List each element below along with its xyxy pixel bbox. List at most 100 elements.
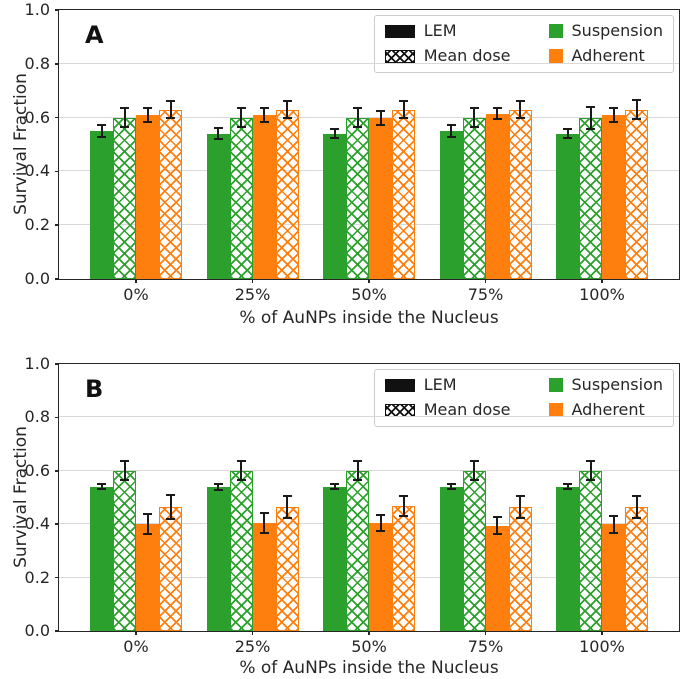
x-tick-label: 75% [467, 285, 504, 304]
error-bar [632, 494, 641, 519]
bar-meandose-suspension [229, 470, 253, 631]
bar-lem-suspension [90, 131, 113, 279]
x-tick-mark [484, 631, 487, 635]
legend-label-adherent: Adherent [571, 399, 645, 419]
y-axis-label: Survival Fraction [11, 426, 31, 568]
x-tick-label: 0% [123, 637, 149, 656]
legend-column-style: LEM Mean dose [384, 21, 511, 67]
error-bar [259, 106, 269, 123]
bar-lem-adherent [602, 524, 625, 631]
bar-lem-adherent [136, 524, 159, 631]
error-bar [330, 483, 339, 491]
y-tick-label: 0.0 [24, 269, 50, 288]
bar-lem-adherent [485, 525, 509, 631]
bar-lem-suspension [323, 133, 346, 279]
error-bar [515, 494, 525, 519]
y-tick-label: 0.0 [24, 621, 50, 640]
bar-lem-adherent [602, 114, 625, 279]
y-tick-label: 0.2 [24, 567, 50, 587]
legend-item-mean-dose: Mean dose [384, 399, 511, 421]
legend-item-adherent: Adherent [548, 399, 663, 421]
error-bar [282, 100, 292, 119]
bar-meandose-adherent [275, 109, 299, 279]
y-tick-label: 1.0 [24, 354, 50, 373]
bar-lem-suspension [90, 486, 113, 631]
panel-B: Survival Fraction B LEM Mean dose [0, 340, 685, 679]
y-tick-label: 0.8 [24, 407, 50, 427]
y-tick-mark [55, 9, 59, 11]
mean-dose-hatched-swatch-icon [384, 49, 415, 63]
y-tick-label: 0.6 [24, 460, 50, 480]
bar-lem-suspension [439, 486, 463, 631]
gridline [59, 116, 679, 118]
bar-group-75% [439, 364, 532, 631]
x-tick-mark [135, 279, 137, 283]
error-bar [236, 460, 246, 482]
error-bar [143, 106, 152, 123]
bar-group-75% [439, 10, 532, 279]
error-bar [376, 513, 385, 533]
bar-meandose-adherent [275, 506, 299, 631]
x-tick-label: 50% [351, 285, 387, 304]
bar-lem-adherent [369, 522, 392, 631]
y-tick-mark [55, 576, 59, 579]
y-tick-mark [55, 116, 59, 119]
legend-item-lem: LEM [384, 375, 511, 396]
y-tick-label: 0.2 [24, 215, 50, 235]
legend-column-condition: Suspension Adherent [548, 375, 663, 421]
legend-label-lem: LEM [423, 21, 457, 40]
panel-A: Survival Fraction A LEM Mean dose [11, 2, 680, 328]
legend-label-suspension: Suspension [571, 375, 663, 394]
y-tick-label: 0.4 [24, 514, 50, 534]
adherent-orange-swatch-icon [548, 49, 563, 64]
y-tick-mark [55, 170, 59, 173]
error-bar [143, 513, 152, 536]
error-bar [97, 124, 106, 138]
bar-lem-suspension [556, 486, 579, 631]
error-bar [469, 460, 479, 482]
error-bar [563, 128, 572, 140]
bar-lem-suspension [206, 486, 230, 631]
bar-lem-adherent [485, 113, 509, 279]
bar-lem-adherent [136, 114, 159, 279]
legend-label-mean-dose: Mean dose [423, 399, 511, 419]
bar-meandose-suspension [346, 470, 369, 631]
legend-label-adherent: Adherent [571, 45, 645, 65]
suspension-green-swatch-icon [548, 378, 563, 393]
plot-area-B: B LEM Mean dose Suspension [25, 356, 680, 655]
bar-lem-suspension [323, 486, 346, 631]
error-bar [446, 124, 456, 138]
error-bar [213, 482, 223, 491]
bar-meandose-suspension [229, 117, 253, 279]
y-tick-mark [55, 416, 59, 419]
bar-meandose-adherent [159, 506, 182, 631]
plot-area-A: A LEM Mean dose Suspension [25, 2, 680, 303]
error-bar [330, 128, 339, 140]
lem-solid-swatch-icon [384, 24, 415, 38]
x-tick-mark [251, 279, 254, 283]
error-bar [586, 460, 595, 482]
bar-meandose-adherent [392, 506, 415, 631]
legend-item-lem: LEM [384, 21, 511, 42]
panel-letter-A: A [85, 21, 104, 49]
bar-meandose-adherent [508, 506, 532, 631]
bar-meandose-suspension [113, 470, 136, 631]
x-tick-label: 0% [123, 285, 149, 304]
x-tick-mark [484, 279, 487, 283]
bar-meandose-suspension [462, 117, 486, 279]
x-tick-mark [251, 631, 254, 635]
error-bar [259, 512, 269, 534]
bar-lem-suspension [439, 131, 463, 279]
x-tick-label: 25% [234, 637, 271, 656]
gridline [59, 416, 679, 418]
bar-meandose-suspension [579, 470, 602, 631]
error-bar [492, 106, 502, 121]
x-tick-mark [368, 279, 370, 283]
legend-label-mean-dose: Mean dose [423, 45, 511, 65]
bar-lem-suspension [206, 133, 230, 279]
y-tick-label: 1.0 [24, 0, 50, 19]
error-bar [446, 483, 456, 491]
error-bar [376, 109, 385, 126]
error-bar [632, 98, 641, 121]
